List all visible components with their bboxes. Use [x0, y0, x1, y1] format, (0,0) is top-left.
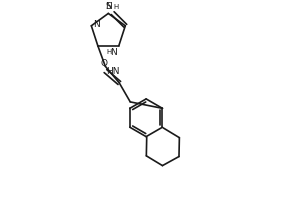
Text: O: O: [101, 59, 108, 68]
Text: N: N: [93, 20, 100, 29]
Text: N: N: [110, 48, 117, 57]
Text: H: H: [113, 4, 119, 10]
Text: S: S: [105, 2, 111, 11]
Text: N: N: [105, 2, 112, 11]
Text: HN: HN: [106, 67, 120, 76]
Text: H: H: [106, 49, 112, 55]
